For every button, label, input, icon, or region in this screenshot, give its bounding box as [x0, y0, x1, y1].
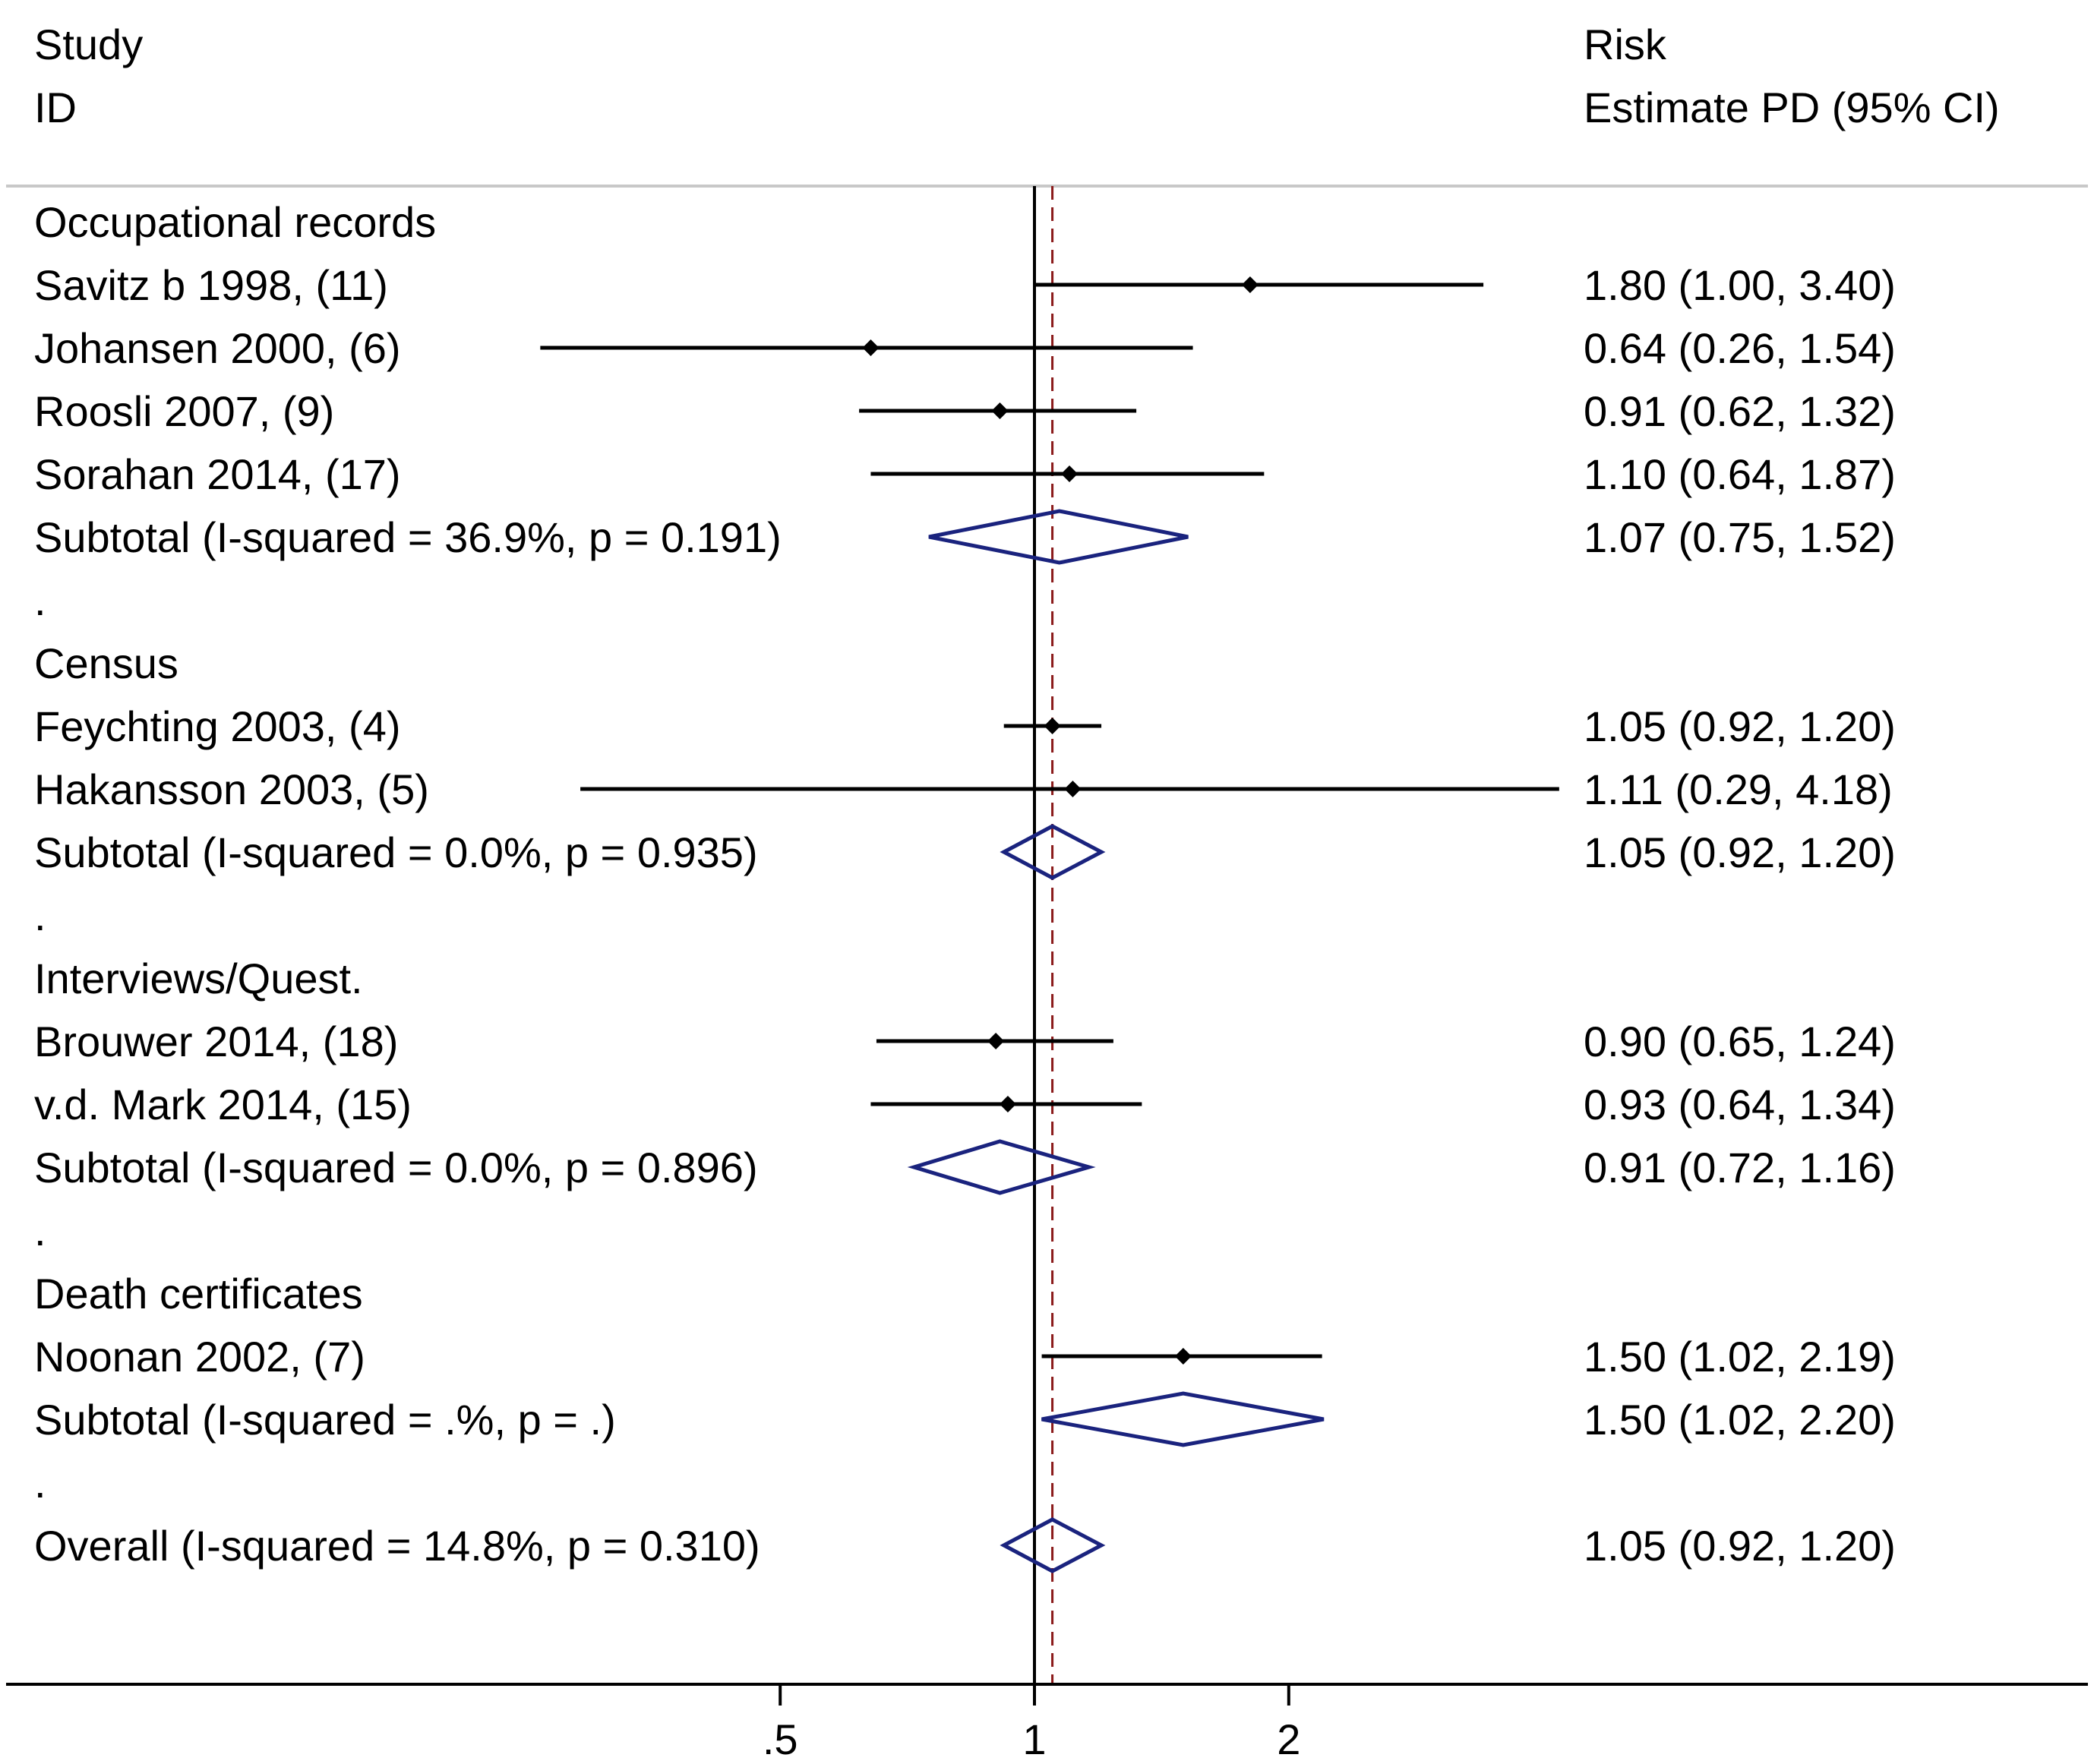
study-estimate-text: 1.11 (0.29, 4.18)	[1584, 765, 1893, 813]
group-label: Occupational records	[34, 198, 436, 246]
study-label: Hakansson 2003, (5)	[34, 765, 429, 813]
study-estimate-text: 1.05 (0.92, 1.20)	[1584, 702, 1896, 750]
header-estimate: Estimate PD (95% CI)	[1584, 84, 2000, 131]
x-tick-label: .5	[763, 1715, 798, 1763]
subtotal-estimate-text: 1.05 (0.92, 1.20)	[1584, 828, 1896, 876]
study-point-marker	[1061, 465, 1078, 482]
study-point-marker	[1044, 718, 1061, 734]
study-point-marker	[991, 402, 1008, 419]
group-spacer-dot: .	[34, 1207, 46, 1254]
group-label: Death certificates	[34, 1270, 363, 1317]
subtotal-estimate-text: 1.07 (0.75, 1.52)	[1584, 513, 1896, 561]
forest-plot: Study ID Risk Estimate PD (95% CI) Occup…	[0, 0, 2094, 1764]
study-estimate-text: 0.90 (0.65, 1.24)	[1584, 1018, 1896, 1065]
plot-layer: Occupational records Savitz b 1998, (11) 1…	[6, 186, 2088, 1763]
subtotal-diamond	[1042, 1393, 1324, 1445]
study-point-marker	[1175, 1348, 1192, 1365]
subtotal-label: Subtotal (I-squared = 0.0%, p = 0.896)	[34, 1144, 758, 1191]
header-study: Study	[34, 21, 143, 68]
header-id: ID	[34, 84, 77, 131]
group-spacer-dot: .	[34, 576, 46, 624]
study-point-marker	[1064, 781, 1081, 797]
subtotal-label: Subtotal (I-squared = 0.0%, p = 0.935)	[34, 828, 758, 876]
overall-estimate-text: 1.05 (0.92, 1.20)	[1584, 1522, 1896, 1570]
group-spacer-dot: .	[34, 891, 46, 939]
study-estimate-text: 0.93 (0.64, 1.34)	[1584, 1081, 1896, 1128]
header-risk: Risk	[1584, 21, 1667, 68]
study-estimate-text: 1.50 (1.02, 2.19)	[1584, 1333, 1896, 1381]
subtotal-estimate-text: 0.91 (0.72, 1.16)	[1584, 1144, 1896, 1191]
study-point-marker	[1242, 276, 1259, 293]
subtotal-diamond	[914, 1141, 1088, 1193]
study-estimate-text: 0.91 (0.62, 1.32)	[1584, 387, 1896, 435]
overall-label: Overall (I-squared = 14.8%, p = 0.310)	[34, 1522, 760, 1570]
x-tick-label: 1	[1022, 1715, 1046, 1763]
subtotal-diamond	[929, 511, 1188, 563]
subtotal-label: Subtotal (I-squared = .%, p = .)	[34, 1396, 616, 1444]
study-label: Noonan 2002, (7)	[34, 1333, 365, 1381]
study-label: Savitz b 1998, (11)	[34, 261, 388, 309]
study-label: Brouwer 2014, (18)	[34, 1018, 398, 1065]
study-point-marker	[987, 1033, 1004, 1049]
study-label: Roosli 2007, (9)	[34, 387, 334, 435]
group-label: Census	[34, 639, 178, 687]
group-spacer-dot: .	[34, 1459, 46, 1507]
subtotal-estimate-text: 1.50 (1.02, 2.20)	[1584, 1396, 1896, 1444]
study-label: Johansen 2000, (6)	[34, 324, 401, 372]
subtotal-label: Subtotal (I-squared = 36.9%, p = 0.191)	[34, 513, 782, 561]
study-estimate-text: 1.80 (1.00, 3.40)	[1584, 261, 1896, 309]
study-point-marker	[862, 339, 879, 356]
study-estimate-text: 0.64 (0.26, 1.54)	[1584, 324, 1896, 372]
study-label: Sorahan 2014, (17)	[34, 450, 401, 498]
study-estimate-text: 1.10 (0.64, 1.87)	[1584, 450, 1896, 498]
study-label: v.d. Mark 2014, (15)	[34, 1081, 412, 1128]
study-label: Feychting 2003, (4)	[34, 702, 400, 750]
x-tick-label: 2	[1277, 1715, 1300, 1763]
group-label: Interviews/Quest.	[34, 955, 363, 1002]
study-point-marker	[1000, 1096, 1016, 1112]
